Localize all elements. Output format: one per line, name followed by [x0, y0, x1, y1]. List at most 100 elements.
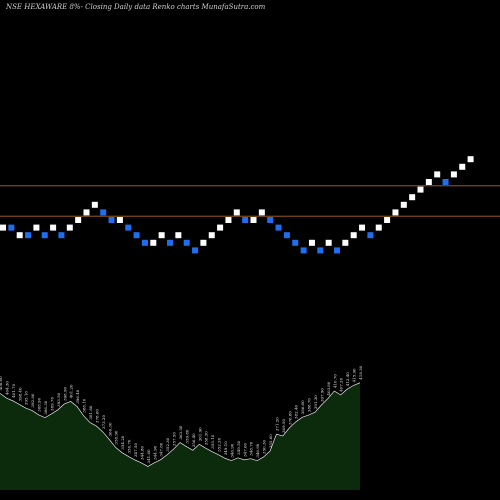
renko-brick — [283, 232, 290, 239]
price-area-panel: 408.60 404.30 401.70 398.40 395.10 392.80 388.… — [0, 365, 363, 490]
renko-brick — [417, 186, 424, 193]
renko-brick — [392, 209, 399, 216]
price-label: 412.40 — [345, 372, 350, 386]
price-label: 388.10 — [82, 398, 87, 412]
renko-brick — [434, 171, 441, 178]
renko-brick — [450, 171, 457, 178]
renko-brick — [325, 239, 332, 246]
price-label: 346.90 — [229, 443, 234, 457]
renko-brick — [400, 201, 407, 208]
renko-brick — [350, 232, 357, 239]
price-label: 358.30 — [204, 431, 209, 445]
price-label: 352.30 — [165, 437, 170, 451]
price-label: 376.80 — [287, 411, 292, 425]
renko-brick — [150, 239, 157, 246]
renko-brick — [342, 239, 349, 246]
renko-brick — [25, 232, 32, 239]
reference-lines — [0, 185, 500, 217]
price-label: 388.90 — [37, 397, 42, 411]
price-label: 386.60 — [300, 400, 305, 414]
renko-brick — [242, 217, 249, 223]
price-label: 350.30 — [262, 439, 267, 453]
renko-brick — [334, 247, 340, 254]
renko-brick — [141, 239, 148, 246]
renko-brick — [317, 247, 324, 254]
renko-brick — [233, 209, 240, 216]
price-label: 347.50 — [133, 443, 138, 457]
price-label: 356.40 — [191, 433, 196, 447]
price-label: 403.80 — [326, 381, 331, 395]
renko-brick — [300, 247, 307, 254]
renko-brick — [33, 224, 40, 231]
renko-brick — [258, 209, 265, 216]
chart-title: NSE HEXAWARE 8%- Closing Daily data Renk… — [6, 3, 266, 11]
renko-brick — [75, 217, 82, 223]
price-label: 358.90 — [114, 430, 119, 444]
renko-brick — [91, 201, 98, 208]
renko-brick — [208, 232, 215, 239]
price-label: 363.50 — [178, 425, 183, 439]
renko-brick — [116, 217, 123, 223]
renko-brick — [8, 224, 15, 231]
renko-brick — [384, 217, 391, 223]
price-label: 391.30 — [313, 395, 318, 409]
renko-brick — [292, 239, 299, 246]
price-label: 398.40 — [17, 387, 22, 401]
renko-brick — [409, 194, 416, 201]
renko-brick — [375, 224, 382, 231]
renko-bricks — [0, 156, 474, 254]
price-label: 347.60 — [242, 442, 247, 456]
price-area-line — [0, 382, 361, 467]
renko-brick — [442, 179, 449, 185]
price-label: 418.30 — [358, 365, 363, 379]
renko-brick — [167, 239, 173, 246]
price-label: 349.10 — [223, 441, 228, 455]
renko-brick — [58, 232, 65, 239]
renko-brick — [225, 217, 232, 223]
price-label: 407.20 — [339, 377, 344, 391]
price-label: 359.80 — [184, 429, 189, 443]
price-label: 349.50 — [236, 440, 241, 454]
renko-brick — [133, 232, 140, 239]
price-label: 352.20 — [217, 437, 222, 451]
price-label: 398.90 — [62, 386, 67, 400]
renko-brick — [66, 224, 73, 231]
renko-brick — [16, 232, 23, 239]
renko-brick — [367, 232, 374, 239]
price-label: 392.80 — [30, 393, 35, 407]
renko-brick — [359, 224, 366, 231]
price-label: 355.10 — [210, 434, 215, 448]
price-label: 357.50 — [172, 432, 177, 446]
price-label: 386.30 — [43, 400, 48, 414]
price-label: 408.60 — [0, 376, 3, 390]
price-label: 346.90 — [255, 443, 260, 457]
renko-brick — [50, 224, 57, 231]
price-label: 344.90 — [152, 445, 157, 459]
price-label: 397.90 — [319, 388, 324, 402]
renko-brick — [467, 156, 474, 163]
price-label: 396.40 — [75, 389, 80, 403]
renko-brick — [125, 224, 132, 231]
price-area-fill — [0, 382, 360, 490]
price-label: 393.50 — [56, 392, 61, 406]
renko-brick — [108, 217, 115, 223]
price-label: 415.90 — [352, 368, 357, 382]
price-label: 388.70 — [307, 398, 312, 412]
price-label: 348.70 — [249, 441, 254, 455]
renko-brick — [83, 209, 90, 216]
price-label: 373.20 — [101, 415, 106, 429]
price-label: 401.20 — [69, 384, 74, 398]
renko-brick — [217, 224, 224, 231]
renko-brick — [250, 217, 257, 223]
price-label: 355.60 — [268, 434, 273, 448]
price-label: 344.80 — [139, 445, 144, 459]
price-label: 389.70 — [49, 397, 54, 411]
price-label: 350.70 — [127, 439, 132, 453]
renko-brick — [308, 239, 315, 246]
price-label: 382.40 — [294, 404, 299, 418]
price-label: 341.60 — [146, 449, 151, 463]
renko-brick — [459, 163, 466, 170]
renko-brick — [100, 209, 107, 216]
